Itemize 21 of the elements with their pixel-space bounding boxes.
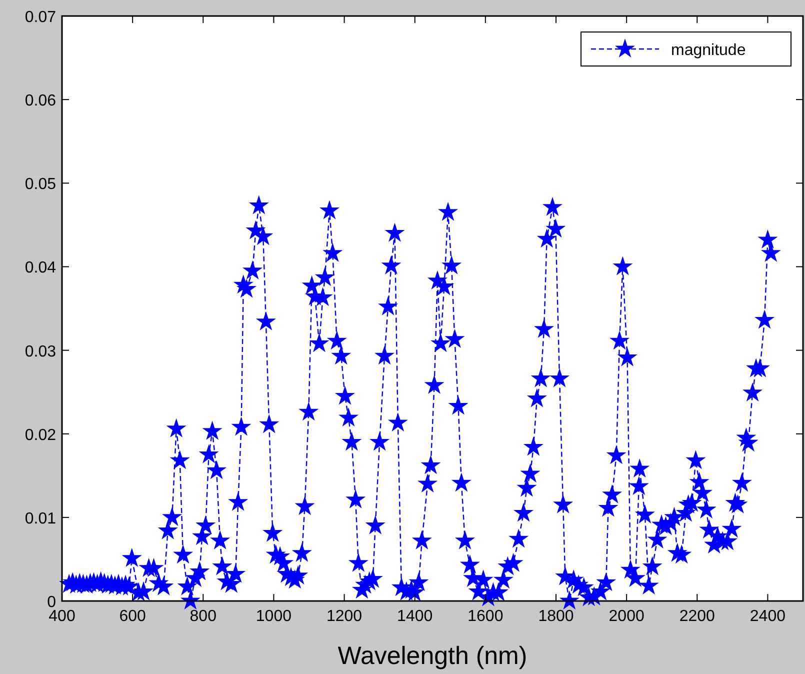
- y-tick-label: 0.05: [24, 176, 56, 194]
- x-tick-label: 600: [119, 608, 146, 625]
- x-tick-label: 2200: [679, 608, 716, 625]
- y-tick-label: 0.01: [24, 510, 56, 528]
- y-tick-label: 0.06: [24, 92, 56, 110]
- x-tick-label: 1400: [397, 608, 433, 625]
- x-axis-title: Wavelength (nm): [338, 642, 528, 670]
- x-tick-label: 1200: [326, 608, 362, 625]
- y-tick-label: 0: [47, 594, 56, 611]
- x-tick-label: 1600: [468, 608, 504, 625]
- y-tick-label: 0.04: [24, 260, 56, 277]
- x-tick-label: 1000: [256, 608, 292, 625]
- y-tick-label: 0.07: [24, 9, 56, 26]
- x-tick-label: 2400: [750, 608, 786, 625]
- x-tick-label: 400: [48, 608, 76, 625]
- x-tick-label: 2000: [608, 608, 644, 625]
- y-tick-label: 0.02: [24, 426, 56, 444]
- x-tick-label: 1800: [538, 608, 574, 625]
- legend-label: magnitude: [671, 42, 746, 59]
- y-tick-label: 0.03: [24, 343, 56, 360]
- x-tick-label: 800: [190, 608, 217, 625]
